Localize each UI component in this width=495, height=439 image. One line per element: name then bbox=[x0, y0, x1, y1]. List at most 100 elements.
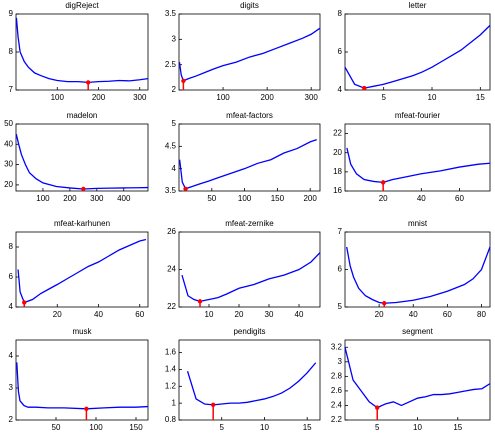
y-tick-label: 20 bbox=[4, 180, 13, 189]
plot-frame bbox=[344, 123, 491, 192]
y-tick-label: 30 bbox=[4, 160, 13, 169]
chart-title: madelon bbox=[67, 111, 98, 120]
chart-title: digReject bbox=[65, 1, 99, 10]
min-point bbox=[362, 85, 367, 91]
min-point bbox=[380, 180, 386, 185]
x-tick-label: 200 bbox=[303, 194, 317, 203]
chart-title: letter bbox=[409, 1, 427, 10]
y-tick-label: 26 bbox=[167, 227, 176, 236]
chart-title: mfeat-karhunen bbox=[54, 219, 110, 228]
chart-title: digits bbox=[240, 1, 259, 10]
y-tick-label: 4 bbox=[9, 351, 14, 360]
y-tick-label: 9 bbox=[9, 9, 14, 18]
y-tick-label: 8 bbox=[338, 9, 343, 18]
chart-title: pendigits bbox=[233, 327, 265, 336]
chart-title: mfeat-factors bbox=[226, 111, 273, 120]
plot-frame bbox=[178, 123, 321, 192]
y-tick-label: 3 bbox=[9, 383, 14, 392]
y-tick-label: 40 bbox=[4, 139, 13, 148]
x-tick-label: 30 bbox=[265, 310, 274, 319]
x-tick-label: 300 bbox=[305, 93, 319, 102]
min-point bbox=[382, 301, 387, 306]
y-tick-label: 7 bbox=[338, 227, 343, 236]
x-tick-label: 5 bbox=[381, 93, 386, 102]
x-tick-label: 50 bbox=[52, 423, 61, 432]
y-tick-label: 4.5 bbox=[165, 141, 177, 150]
x-tick-label: 80 bbox=[477, 310, 486, 319]
x-tick-label: 400 bbox=[117, 194, 131, 203]
y-tick-label: 3 bbox=[338, 357, 343, 366]
plot-frame bbox=[344, 13, 491, 91]
y-tick-label: 6 bbox=[338, 265, 343, 274]
chart-title: musk bbox=[72, 327, 92, 336]
min-point bbox=[183, 186, 188, 191]
chart-title: mfeat-zernike bbox=[225, 219, 274, 228]
y-tick-label: 4 bbox=[172, 164, 177, 173]
x-tick-label: 200 bbox=[92, 93, 106, 102]
x-tick-label: 10 bbox=[413, 423, 422, 432]
x-tick-label: 60 bbox=[455, 194, 464, 203]
x-tick-label: 20 bbox=[375, 310, 384, 319]
min-point bbox=[81, 186, 86, 192]
min-point bbox=[181, 78, 186, 84]
x-tick-label: 10 bbox=[205, 310, 214, 319]
y-tick-label: 4 bbox=[9, 302, 14, 311]
data-line bbox=[186, 362, 317, 406]
plot-frame bbox=[178, 339, 321, 421]
x-tick-label: 50 bbox=[207, 194, 216, 203]
x-tick-label: 60 bbox=[443, 310, 452, 319]
x-tick-label: 100 bbox=[216, 93, 230, 102]
y-tick-label: 3.2 bbox=[331, 342, 343, 351]
y-tick-label: 2.4 bbox=[331, 401, 343, 410]
data-line bbox=[15, 17, 149, 84]
data-line bbox=[346, 147, 491, 184]
chart-title: mnist bbox=[408, 219, 428, 228]
x-tick-label: 15 bbox=[476, 93, 485, 102]
x-tick-label: 40 bbox=[295, 310, 304, 319]
y-tick-label: 3.5 bbox=[165, 186, 177, 195]
x-tick-label: 20 bbox=[53, 310, 62, 319]
y-tick-label: 5 bbox=[338, 302, 343, 311]
plot-frame bbox=[344, 339, 491, 421]
x-tick-label: 5 bbox=[220, 423, 225, 432]
y-tick-label: 4 bbox=[338, 85, 343, 94]
y-tick-label: 1 bbox=[172, 398, 177, 407]
x-tick-label: 150 bbox=[129, 423, 143, 432]
y-tick-label: 1.6 bbox=[165, 348, 177, 357]
min-point bbox=[85, 80, 91, 85]
y-tick-label: 0.8 bbox=[165, 415, 177, 424]
y-tick-label: 3.5 bbox=[165, 9, 177, 18]
x-tick-label: 200 bbox=[260, 93, 274, 102]
y-tick-label: 2.6 bbox=[331, 386, 343, 395]
data-line bbox=[178, 27, 321, 82]
y-tick-label: 6 bbox=[338, 47, 343, 56]
data-line bbox=[15, 134, 149, 190]
x-tick-label: 15 bbox=[303, 423, 312, 432]
y-tick-label: 2.5 bbox=[165, 60, 177, 69]
y-tick-label: 1.4 bbox=[165, 365, 177, 374]
y-tick-label: 50 bbox=[4, 119, 13, 128]
x-tick-label: 300 bbox=[133, 93, 147, 102]
x-tick-label: 200 bbox=[63, 194, 77, 203]
y-tick-label: 7 bbox=[9, 85, 14, 94]
x-tick-label: 40 bbox=[409, 310, 418, 319]
chart-title: segment bbox=[402, 327, 433, 336]
x-tick-label: 10 bbox=[428, 93, 437, 102]
data-line bbox=[344, 347, 491, 409]
data-line bbox=[344, 24, 491, 89]
y-tick-label: 18 bbox=[333, 167, 342, 176]
x-tick-label: 100 bbox=[51, 93, 65, 102]
y-tick-label: 2 bbox=[9, 415, 14, 424]
x-tick-label: 60 bbox=[135, 310, 144, 319]
y-tick-label: 8 bbox=[9, 242, 14, 251]
x-tick-label: 40 bbox=[94, 310, 103, 319]
x-tick-label: 20 bbox=[379, 194, 388, 203]
x-tick-label: 100 bbox=[238, 194, 252, 203]
y-tick-label: 2.2 bbox=[331, 415, 343, 424]
data-line bbox=[16, 362, 149, 410]
min-point bbox=[210, 402, 216, 408]
data-line bbox=[179, 139, 317, 190]
y-tick-label: 5 bbox=[172, 119, 177, 128]
min-point bbox=[375, 405, 380, 410]
